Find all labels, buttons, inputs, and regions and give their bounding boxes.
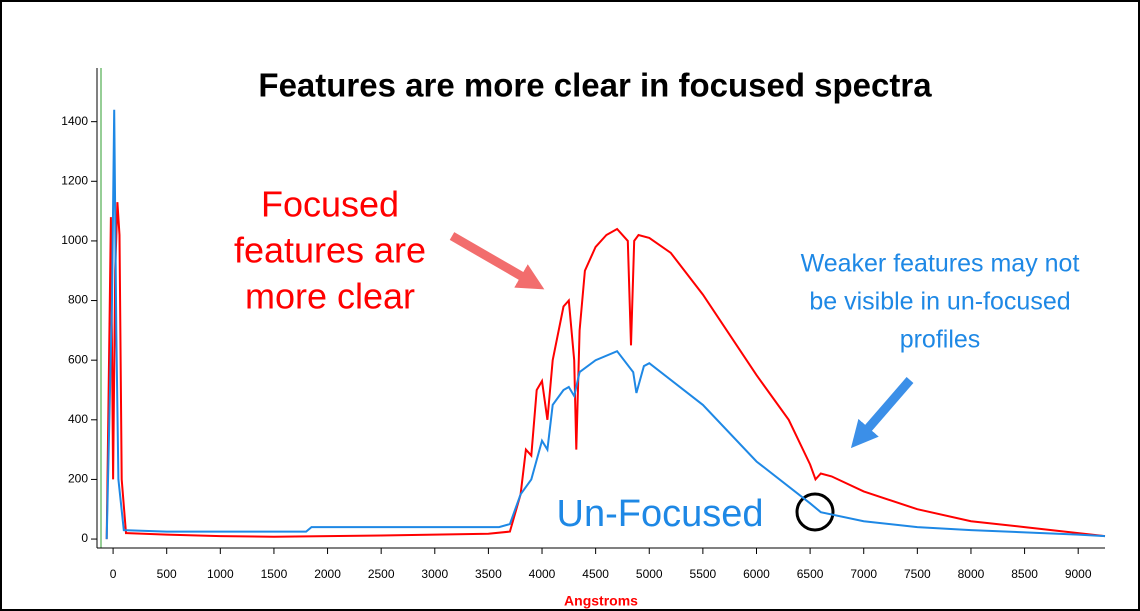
x-tick-label: 2000: [314, 567, 341, 581]
annotation: profiles: [900, 326, 981, 354]
y-tick-label: 200: [68, 472, 88, 486]
x-tick-label: 6500: [797, 567, 824, 581]
annotation: Focused: [261, 184, 399, 225]
x-tick-label: 4500: [582, 567, 609, 581]
arrow: [449, 232, 545, 290]
y-tick-label: 1400: [61, 114, 88, 128]
y-tick-label: 1000: [61, 233, 88, 247]
annotation: be visible in un-focused: [809, 288, 1070, 316]
annotation: more clear: [245, 276, 415, 317]
x-tick-label: 500: [157, 567, 177, 581]
x-tick-label: 7000: [850, 567, 877, 581]
spectrum-line: [105, 202, 1106, 540]
x-tick-label: 8000: [958, 567, 985, 581]
x-tick-label: 6000: [743, 567, 770, 581]
annotation: features are: [234, 230, 426, 271]
x-tick-label: 3500: [475, 567, 502, 581]
annotation: Weaker features may not: [801, 250, 1080, 278]
annotation: Un-Focused: [557, 493, 764, 535]
x-tick-label: 2500: [368, 567, 395, 581]
x-tick-label: 8500: [1011, 567, 1038, 581]
x-tick-label: 4000: [529, 567, 556, 581]
x-tick-label: 7500: [904, 567, 931, 581]
arrow: [850, 377, 914, 449]
x-tick-label: 9000: [1065, 567, 1092, 581]
y-tick-label: 1200: [61, 173, 88, 187]
chart-title: Features are more clear in focused spect…: [258, 67, 932, 104]
y-tick-label: 800: [68, 293, 88, 307]
x-tick-label: 1000: [207, 567, 234, 581]
y-tick-label: 400: [68, 412, 88, 426]
y-tick-label: 0: [81, 531, 88, 545]
x-tick-label: 5000: [636, 567, 663, 581]
y-tick-label: 600: [68, 352, 88, 366]
spectrum-line: [105, 109, 1106, 540]
x-axis-label: Angstroms: [564, 593, 638, 609]
x-tick-label: 5500: [690, 567, 717, 581]
x-tick-label: 3000: [421, 567, 448, 581]
x-tick-label: 1500: [261, 567, 288, 581]
highlight-circle: [795, 492, 835, 532]
x-tick-label: 0: [110, 567, 117, 581]
